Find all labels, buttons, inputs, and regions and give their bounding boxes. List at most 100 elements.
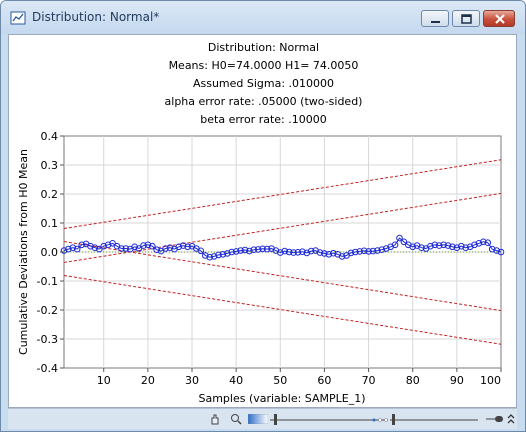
- data-point: [237, 247, 244, 254]
- data-point: [162, 245, 169, 252]
- data-point: [263, 245, 271, 253]
- x-tick-label: 30: [185, 374, 199, 387]
- data-point: [497, 248, 505, 256]
- data-point: [166, 244, 174, 251]
- data-point: [475, 240, 483, 247]
- chart-panel: Distribution: Normal Means: H0=74.0000 H…: [8, 34, 517, 408]
- x-tick-label: 60: [317, 374, 331, 387]
- color-scale-icon[interactable]: [248, 414, 268, 424]
- data-point: [175, 243, 183, 251]
- data-point: [250, 246, 258, 253]
- data-point: [449, 243, 456, 251]
- data-point: [418, 244, 425, 251]
- data-point: [321, 250, 328, 257]
- data-point: [285, 248, 293, 256]
- data-point: [206, 253, 213, 261]
- data-point: [347, 249, 355, 257]
- data-point: [73, 245, 81, 253]
- data-point: [299, 248, 306, 255]
- data-point: [400, 238, 408, 246]
- zoom-slider[interactable]: [390, 411, 482, 427]
- data-point: [316, 249, 324, 256]
- y-tick-label: 0.0: [41, 246, 59, 259]
- data-point: [179, 242, 187, 249]
- x-tick-label: 50: [273, 374, 287, 387]
- x-tick-labels: 10 20 30 40 50 60 70 80 90 100: [97, 374, 501, 387]
- data-point: [219, 251, 227, 258]
- range-slider[interactable]: [270, 411, 390, 427]
- data-point: [290, 249, 297, 256]
- control-limit-line: [63, 192, 502, 263]
- maximize-button[interactable]: [452, 10, 480, 27]
- alpha-label: alpha error rate: .05000 (two-sided): [164, 95, 363, 108]
- y-tick-labels: 0.4 0.3 0.2 0.1 0.0 -0.1 -0.2 -0.3 -0.4: [37, 130, 58, 375]
- y-axis-label: Cumulative Deviations from H0 Mean: [17, 149, 30, 355]
- data-point: [122, 245, 130, 252]
- data-point: [374, 247, 381, 254]
- data-point: [493, 247, 500, 254]
- data-point: [104, 241, 112, 249]
- data-point: [69, 244, 77, 251]
- x-tick-label: 70: [362, 374, 376, 387]
- data-point: [453, 244, 461, 251]
- maximize-icon: [461, 14, 472, 24]
- x-tick-label: 90: [450, 374, 464, 387]
- close-button[interactable]: [483, 10, 515, 27]
- data-point: [427, 242, 434, 250]
- expand-icon[interactable]: [506, 412, 516, 426]
- data-point: [352, 248, 359, 256]
- data-point: [118, 245, 125, 252]
- x-tick-label: 20: [141, 374, 155, 387]
- beta-label: beta error rate: .10000: [200, 113, 327, 126]
- series: [60, 234, 505, 261]
- data-point: [241, 246, 249, 254]
- data-point: [149, 242, 156, 250]
- y-tick-label: 0.3: [41, 159, 59, 172]
- cusum-chart: 0.4 0.3 0.2 0.1 0.0 -0.1 -0.2 -0.3 -0.4 10 20 30 40…: [17, 130, 505, 405]
- data-point: [391, 241, 399, 249]
- data-point: [444, 242, 452, 249]
- toggle-icon[interactable]: [486, 413, 504, 425]
- data-point: [307, 247, 315, 255]
- app-icon: [10, 11, 26, 25]
- data-point: [471, 241, 478, 249]
- data-point: [356, 248, 364, 255]
- data-point: [210, 253, 218, 260]
- data-point: [435, 242, 443, 249]
- data-point: [197, 247, 205, 255]
- minimize-button[interactable]: [421, 10, 449, 27]
- data-point: [202, 252, 209, 259]
- data-point: [277, 249, 284, 256]
- sigma-label: Assumed Sigma: .010000: [192, 77, 335, 90]
- data-point: [87, 242, 94, 250]
- data-point: [369, 247, 377, 255]
- zoom-icon[interactable]: [230, 412, 242, 426]
- data-point: [382, 245, 390, 252]
- data-point: [100, 242, 107, 250]
- data-point: [96, 245, 103, 253]
- window-title: Distribution: Normal*: [32, 10, 160, 24]
- data-point: [325, 251, 333, 258]
- data-point: [91, 244, 99, 251]
- data-point: [360, 247, 368, 255]
- data-point: [330, 249, 337, 257]
- reference-lines: [63, 159, 502, 345]
- hand-icon[interactable]: [208, 412, 222, 426]
- control-limit-line: [63, 159, 502, 230]
- close-icon: [495, 14, 505, 24]
- data-point: [484, 239, 492, 246]
- data-point: [140, 242, 147, 249]
- title-bar[interactable]: Distribution: Normal*: [1, 1, 525, 34]
- control-limit-line: [63, 274, 502, 345]
- data-point: [184, 243, 191, 251]
- means-label: Means: H0=74.0000 H1= 74.0050: [168, 59, 359, 72]
- control-limit-line: [63, 241, 502, 312]
- x-tick-label: 40: [229, 374, 243, 387]
- y-tick-label: 0.1: [41, 217, 59, 230]
- data-point: [60, 247, 68, 254]
- data-point: [135, 245, 143, 252]
- data-point: [144, 241, 152, 249]
- data-point: [109, 240, 116, 247]
- data-point: [480, 238, 487, 246]
